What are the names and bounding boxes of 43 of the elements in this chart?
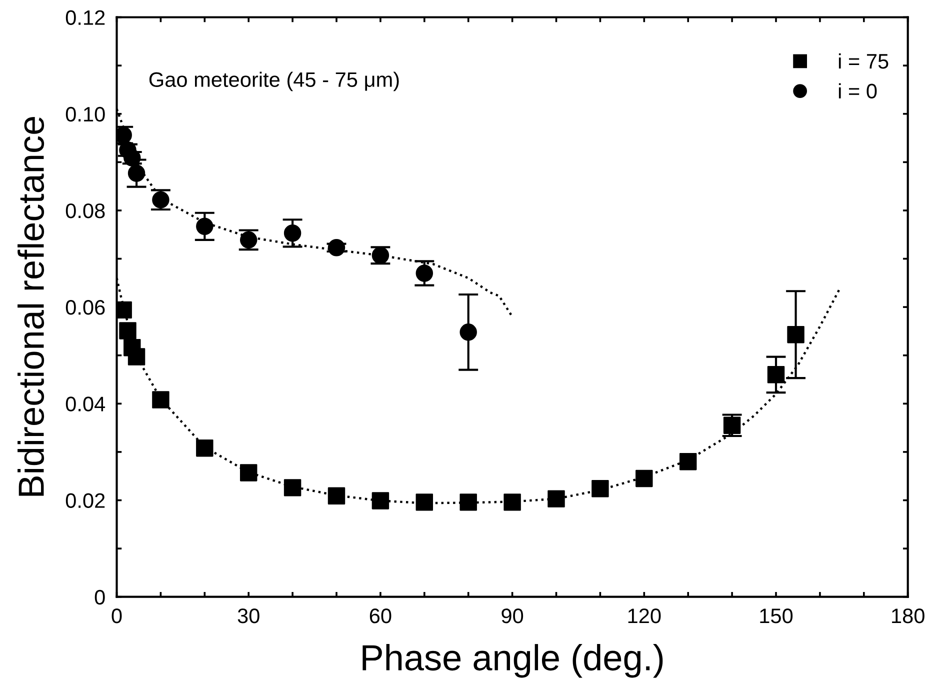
x-tick-label: 0	[112, 608, 122, 624]
x-tick-label: 120	[628, 608, 661, 624]
point	[460, 324, 477, 341]
point	[128, 164, 146, 182]
x-tick-label: 150	[760, 608, 793, 624]
point	[416, 264, 434, 282]
point	[592, 480, 609, 498]
y-tick-label: 0.06	[66, 300, 105, 315]
y-tick-label: 0.02	[66, 493, 105, 508]
point	[128, 348, 146, 366]
point	[679, 452, 697, 470]
x-tick-label: 90	[502, 608, 524, 624]
y-tick-label: 0.10	[66, 106, 105, 122]
point	[416, 494, 434, 511]
point	[328, 239, 346, 256]
point	[372, 492, 390, 510]
point	[504, 494, 521, 511]
x-axis-title: Phase angle (deg.)	[362, 644, 663, 678]
point	[196, 439, 214, 457]
point	[723, 416, 741, 434]
x-tick-label: 180	[892, 608, 924, 624]
point	[767, 366, 785, 384]
legend-label: i = 75	[838, 53, 888, 69]
point	[460, 494, 477, 511]
point	[240, 464, 258, 482]
point	[636, 470, 653, 488]
x-tick-label: 30	[238, 608, 260, 624]
point	[119, 322, 136, 340]
point	[328, 487, 346, 505]
point	[196, 218, 214, 235]
y-tick-label: 0.08	[66, 203, 105, 218]
y-tick-label: 0.04	[66, 396, 106, 412]
point	[787, 326, 804, 344]
point	[284, 479, 302, 496]
annotation: Gao meteorite (45 - 75 μm)	[149, 72, 399, 92]
legend-label: i = 0	[838, 83, 877, 99]
point	[152, 391, 170, 408]
y-tick-label: 0	[94, 590, 105, 605]
point	[548, 490, 565, 508]
point	[284, 224, 302, 242]
x-tick-label: 60	[370, 608, 392, 624]
y-axis-title: Bidirectional reflectance	[18, 116, 44, 496]
y-tick-label: 0.12	[66, 10, 105, 26]
